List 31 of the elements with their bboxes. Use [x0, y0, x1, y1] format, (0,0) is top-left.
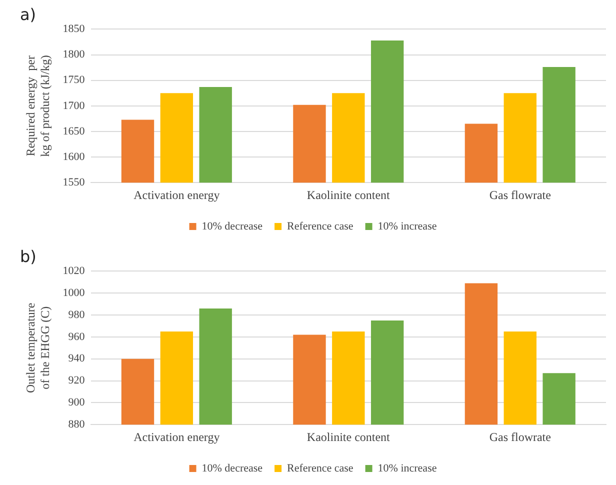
y-tick-label: 980 — [68, 308, 86, 321]
y-tick-label: 1650 — [62, 125, 86, 138]
y-tick-label: 900 — [68, 396, 86, 409]
y-tick-label: 1550 — [62, 176, 86, 188]
legend-label: 10% increase — [378, 462, 437, 474]
x-tick-label: Kaolinite content — [306, 188, 391, 202]
x-tick-label: Activation energy — [134, 188, 220, 202]
legend-label: 10% decrease — [202, 220, 263, 232]
y-tick-label: 1600 — [62, 150, 86, 163]
x-tick-label: Kaolinite content — [306, 430, 391, 444]
y-axis-title: Required energy per kg of product (kJ/kg) — [23, 55, 52, 157]
legend-label: Reference case — [287, 220, 354, 232]
y-tick-label: 940 — [68, 352, 86, 365]
y-tick-label: 1020 — [62, 265, 86, 278]
x-tick-label: Activation energy — [134, 430, 220, 444]
chart-title: a) — [20, 4, 36, 24]
y-tick-label: 1850 — [62, 23, 86, 36]
y-tick-label: 880 — [68, 418, 86, 430]
y-tick-label: 960 — [68, 330, 86, 343]
y-tick-label: 1800 — [62, 48, 86, 61]
y-tick-label: 1700 — [62, 100, 86, 112]
y-axis-title: Outlet temperature of the EHGG (C) — [23, 302, 52, 394]
y-tick-label: 1000 — [62, 287, 86, 300]
chart-title: b) — [20, 246, 36, 266]
y-tick-label: 1750 — [62, 74, 86, 86]
y-tick-label: 920 — [68, 374, 86, 387]
x-tick-label: Gas flowrate — [489, 188, 551, 202]
legend-label: Reference case — [287, 462, 354, 474]
legend-label: 10% decrease — [202, 462, 263, 474]
x-tick-label: Gas flowrate — [489, 430, 551, 444]
legend-label: 10% increase — [378, 220, 437, 232]
